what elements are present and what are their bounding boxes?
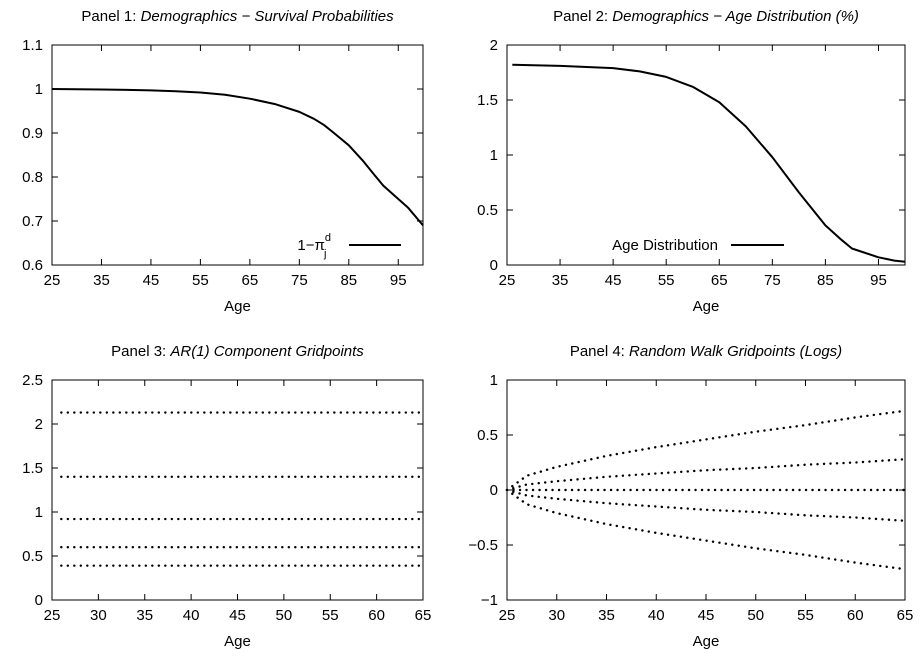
panel-title-prefix: Panel 3: bbox=[111, 343, 170, 360]
legend-label: 1−πd j bbox=[297, 232, 331, 260]
legend-label-main: 1−π bbox=[297, 237, 324, 254]
panel-title-prefix: Panel 2: bbox=[553, 8, 612, 25]
x-tick-label: 45 bbox=[605, 272, 622, 289]
legend: Age Distribution bbox=[612, 237, 784, 254]
series-line-5 bbox=[505, 488, 907, 571]
panel-title-text: AR(1) Component Gridpoints bbox=[169, 343, 364, 360]
y-tick-label: 0.8 bbox=[22, 169, 43, 186]
x-tick-label: 55 bbox=[322, 607, 339, 624]
series-line-1 bbox=[505, 409, 907, 492]
x-tick-label: 35 bbox=[552, 272, 569, 289]
x-tick-label: 30 bbox=[90, 607, 107, 624]
panel-title-prefix: Panel 1: bbox=[81, 8, 140, 25]
chart-panel-1: Panel 1: Demographics − Survival Probabi… bbox=[22, 8, 424, 315]
x-tick-label: 95 bbox=[870, 272, 887, 289]
x-tick-label: 55 bbox=[658, 272, 675, 289]
y-tick-label: 1 bbox=[35, 504, 43, 521]
plot-frame bbox=[506, 44, 906, 266]
y-tick-label: 0 bbox=[490, 257, 498, 274]
x-tick-label: 75 bbox=[764, 272, 781, 289]
y-tick-label: −1 bbox=[481, 592, 498, 609]
x-tick-label: 25 bbox=[499, 272, 516, 289]
x-axis-label: Age bbox=[224, 298, 251, 315]
x-tick-label: 65 bbox=[897, 607, 914, 624]
legend-label: Age Distribution bbox=[612, 237, 718, 254]
legend: 1−πd j bbox=[297, 232, 401, 260]
y-tick-label: 2 bbox=[490, 37, 498, 54]
x-tick-label: 65 bbox=[242, 272, 259, 289]
y-tick-label: 1.1 bbox=[22, 37, 43, 54]
y-tick-label: 1 bbox=[490, 147, 498, 164]
y-tick-label: 1 bbox=[490, 372, 498, 389]
x-axis-label: Age bbox=[693, 633, 720, 650]
panel-title-text: Demographics − Survival Probabilities bbox=[141, 8, 395, 25]
series-line-1 bbox=[512, 63, 906, 263]
x-tick-label: 35 bbox=[93, 272, 110, 289]
y-tick-label: 1.5 bbox=[22, 460, 43, 477]
panel-title: Panel 4: Random Walk Gridpoints (Logs) bbox=[570, 343, 842, 360]
series-line-4 bbox=[505, 488, 907, 522]
x-tick-label: 25 bbox=[499, 607, 516, 624]
x-tick-label: 45 bbox=[143, 272, 160, 289]
x-tick-label: 60 bbox=[368, 607, 385, 624]
x-tick-label: 65 bbox=[711, 272, 728, 289]
y-tick-label: 1.5 bbox=[477, 92, 498, 109]
y-tick-label: 1 bbox=[35, 81, 43, 98]
x-tick-label: 55 bbox=[797, 607, 814, 624]
x-tick-label: 35 bbox=[598, 607, 615, 624]
legend-label-sup: d bbox=[325, 232, 331, 244]
chart-panel-3: Panel 3: AR(1) Component Gridpoints 25 30 3… bbox=[22, 343, 431, 650]
series-line-1 bbox=[51, 88, 424, 227]
panel-title: Panel 2: Demographics − Age Distribution… bbox=[553, 8, 859, 25]
x-tick-label: 55 bbox=[192, 272, 209, 289]
y-tick-label: 2.5 bbox=[22, 372, 43, 389]
x-tick-label: 25 bbox=[44, 607, 61, 624]
x-tick-label: 40 bbox=[183, 607, 200, 624]
y-tick-label: 0.5 bbox=[477, 202, 498, 219]
y-tick-label: 2 bbox=[35, 416, 43, 433]
y-tick-label: 0 bbox=[35, 592, 43, 609]
plot-frame bbox=[51, 44, 424, 266]
x-tick-label: 50 bbox=[747, 607, 764, 624]
x-tick-label: 85 bbox=[340, 272, 357, 289]
y-tick-label: 0.5 bbox=[477, 427, 498, 444]
legend-label-sub: j bbox=[323, 248, 326, 260]
panel-title-text: Demographics − Age Distribution (%) bbox=[612, 8, 859, 25]
x-tick-label: 45 bbox=[229, 607, 246, 624]
x-tick-label: 25 bbox=[44, 272, 61, 289]
x-tick-label: 95 bbox=[390, 272, 407, 289]
y-tick-label: 0.9 bbox=[22, 125, 43, 142]
x-tick-label: 40 bbox=[648, 607, 665, 624]
panel-title: Panel 1: Demographics − Survival Probabi… bbox=[81, 8, 394, 25]
chart-panel-2: Panel 2: Demographics − Age Distribution… bbox=[477, 8, 906, 315]
x-tick-label: 35 bbox=[136, 607, 153, 624]
x-tick-label: 65 bbox=[415, 607, 432, 624]
panel-title-prefix: Panel 4: bbox=[570, 343, 629, 360]
x-tick-label: 45 bbox=[698, 607, 715, 624]
y-tick-label: 0.7 bbox=[22, 213, 43, 230]
x-axis-label: Age bbox=[693, 298, 720, 315]
y-tick-label: 0.5 bbox=[22, 548, 43, 565]
x-tick-label: 30 bbox=[548, 607, 565, 624]
x-tick-label: 50 bbox=[276, 607, 293, 624]
series-line-2 bbox=[505, 458, 907, 492]
x-tick-label: 60 bbox=[847, 607, 864, 624]
panel-title-text: Random Walk Gridpoints (Logs) bbox=[629, 343, 842, 360]
chart-panel-4: Panel 4: Random Walk Gridpoints (Logs) 25… bbox=[468, 343, 913, 650]
y-tick-label: −0.5 bbox=[468, 537, 498, 554]
x-tick-label: 75 bbox=[291, 272, 308, 289]
x-axis-label: Age bbox=[224, 633, 251, 650]
x-tick-label: 85 bbox=[817, 272, 834, 289]
y-tick-label: 0 bbox=[490, 482, 498, 499]
panel-title: Panel 3: AR(1) Component Gridpoints bbox=[111, 343, 364, 360]
y-tick-label: 0.6 bbox=[22, 257, 43, 274]
